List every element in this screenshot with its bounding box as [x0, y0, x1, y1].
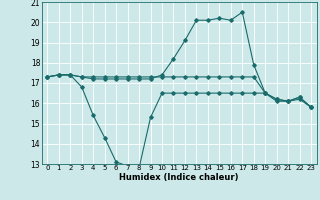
X-axis label: Humidex (Indice chaleur): Humidex (Indice chaleur): [119, 173, 239, 182]
